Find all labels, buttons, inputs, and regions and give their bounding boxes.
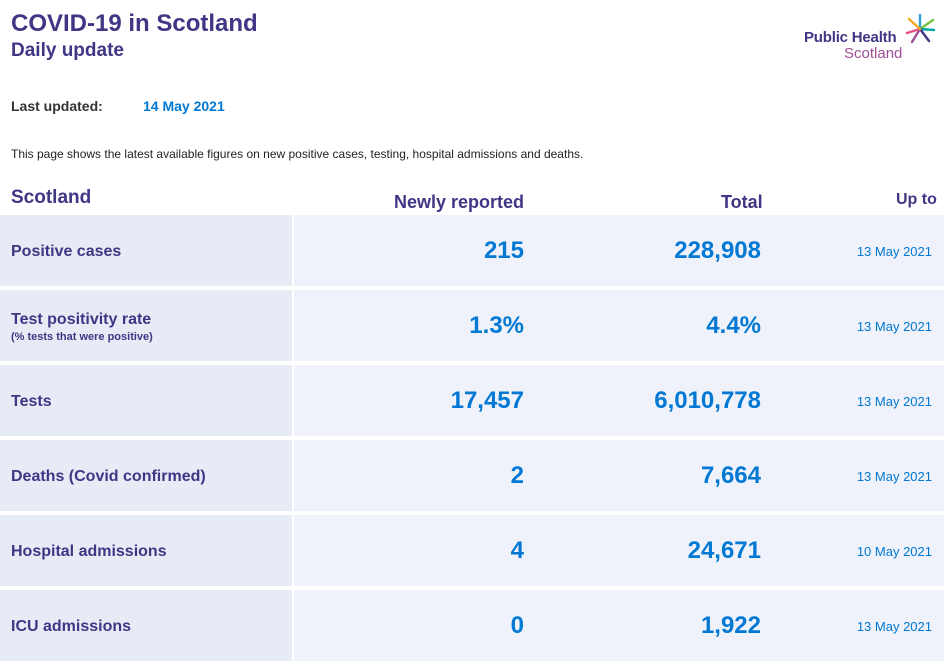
row-label-cell	[0, 590, 292, 661]
row-label-cell	[0, 440, 292, 511]
row-label: ICU admissions	[11, 618, 132, 635]
newly-reported-value: 17,457	[450, 387, 524, 414]
table-row-tests: Tests 17,457 6,010,778 13 May 2021	[0, 365, 944, 436]
total-value: 4.4%	[706, 312, 761, 339]
table-row-test-positivity: Test positivity rate (% tests that were …	[0, 290, 944, 361]
up-to-date: 13 May 2021	[856, 394, 932, 409]
page-subtitle: Daily update	[11, 40, 124, 61]
up-to-date: 13 May 2021	[856, 469, 932, 484]
row-values-cell	[294, 290, 944, 361]
total-value: 228,908	[674, 237, 761, 264]
column-header-up-to: Up to	[896, 191, 937, 208]
total-value: 1,922	[700, 612, 761, 639]
row-label-cell	[0, 290, 292, 361]
row-label: Tests	[11, 393, 52, 410]
logo-text-line1: Public Health	[804, 29, 897, 46]
column-header-region: Scotland	[11, 187, 92, 208]
table-row-deaths: Deaths (Covid confirmed) 2 7,664 13 May …	[0, 440, 944, 511]
column-header-total: Total	[721, 192, 763, 212]
logo-text-line2: Scotland	[844, 45, 903, 62]
total-value: 7,664	[700, 462, 761, 489]
star-burst-icon	[905, 13, 936, 44]
up-to-date: 10 May 2021	[856, 544, 932, 559]
newly-reported-value: 2	[510, 462, 524, 489]
row-label-cell	[0, 215, 292, 286]
newly-reported-value: 4	[510, 537, 524, 564]
newly-reported-value: 0	[510, 612, 524, 639]
page-title: COVID-19 in Scotland	[11, 10, 258, 37]
row-label-cell	[0, 515, 292, 586]
intro-text: This page shows the latest available fig…	[11, 147, 584, 161]
last-updated-label: Last updated:	[11, 98, 103, 114]
total-value: 24,671	[687, 537, 761, 564]
row-values-cell	[294, 215, 944, 286]
newly-reported-value: 1.3%	[469, 312, 524, 339]
row-label-cell	[0, 365, 292, 436]
up-to-date: 13 May 2021	[856, 244, 932, 259]
total-value: 6,010,778	[654, 387, 761, 414]
row-values-cell	[294, 590, 944, 661]
row-label: Hospital admissions	[11, 543, 167, 560]
row-values-cell	[294, 440, 944, 511]
row-values-cell	[294, 515, 944, 586]
table-row-positive-cases: Positive cases 215 228,908 13 May 2021	[0, 215, 944, 286]
row-label: Positive cases	[11, 243, 122, 260]
row-sublabel: (% tests that were positive)	[11, 331, 153, 343]
row-label: Test positivity rate	[11, 311, 152, 328]
newly-reported-value: 215	[483, 237, 524, 264]
row-label: Deaths (Covid confirmed)	[11, 468, 206, 485]
up-to-date: 13 May 2021	[856, 619, 932, 634]
column-header-newly-reported: Newly reported	[394, 192, 525, 212]
row-values-cell	[294, 365, 944, 436]
up-to-date: 13 May 2021	[856, 319, 932, 334]
phs-logo: Public Health Scotland	[800, 12, 940, 64]
last-updated-value: 14 May 2021	[143, 98, 225, 114]
table-row-icu-admissions: ICU admissions 0 1,922 13 May 2021	[0, 590, 944, 661]
table-row-hospital-admissions: Hospital admissions 4 24,671 10 May 2021	[0, 515, 944, 586]
